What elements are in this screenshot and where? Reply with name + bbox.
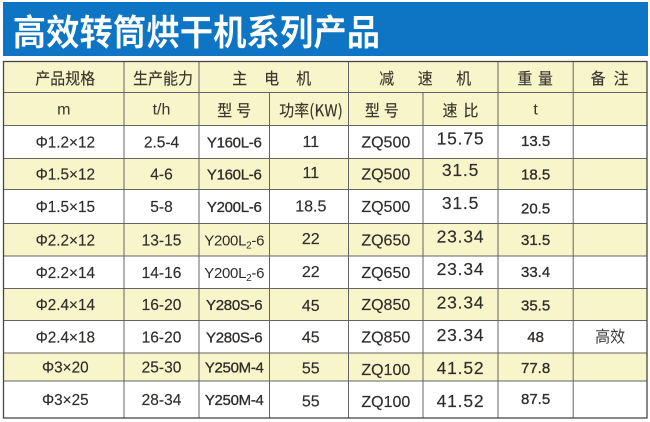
svg-text:ZQ100: ZQ100: [361, 394, 410, 411]
svg-text:Y280S-6: Y280S-6: [206, 329, 262, 346]
svg-text:25-30: 25-30: [142, 360, 182, 377]
svg-text:Y250M-4: Y250M-4: [205, 392, 264, 409]
svg-text:55: 55: [302, 361, 320, 378]
svg-text:ZQ650: ZQ650: [361, 232, 410, 249]
svg-text:23.34: 23.34: [437, 293, 485, 313]
svg-text:31.5: 31.5: [442, 160, 479, 180]
svg-text:18.5: 18.5: [521, 167, 550, 184]
svg-text:Y250M-4: Y250M-4: [205, 360, 264, 377]
svg-text:11: 11: [302, 165, 319, 182]
svg-text:16-20: 16-20: [142, 297, 182, 314]
svg-text:11: 11: [302, 134, 319, 151]
svg-text:ZQ100: ZQ100: [361, 362, 410, 379]
svg-text:45: 45: [302, 298, 320, 315]
svg-text:Φ1.5×12: Φ1.5×12: [36, 167, 95, 184]
svg-text:28-34: 28-34: [142, 392, 182, 409]
svg-text:13.5: 13.5: [521, 133, 550, 150]
svg-text:ZQ500: ZQ500: [361, 167, 410, 184]
svg-text:31.5: 31.5: [521, 232, 550, 249]
svg-text:Φ2.4×14: Φ2.4×14: [36, 297, 96, 314]
svg-text:Φ2.2×14: Φ2.2×14: [36, 265, 96, 282]
svg-text:Y200L2-6: Y200L2-6: [204, 232, 264, 251]
svg-text:41.52: 41.52: [437, 358, 485, 378]
svg-text:23.34: 23.34: [437, 325, 485, 345]
svg-text:ZQ500: ZQ500: [361, 199, 410, 216]
svg-text:Φ2.4×18: Φ2.4×18: [36, 329, 95, 346]
svg-text:Φ1.2×12: Φ1.2×12: [36, 135, 95, 152]
svg-text:t/h: t/h: [153, 102, 171, 119]
svg-text:13-15: 13-15: [142, 232, 182, 249]
svg-text:Φ1.5×15: Φ1.5×15: [36, 199, 95, 216]
svg-text:23.34: 23.34: [437, 226, 485, 246]
svg-text:48: 48: [527, 329, 544, 346]
svg-text:Y200L-6: Y200L-6: [207, 199, 262, 216]
svg-text:Y280S-6: Y280S-6: [206, 297, 262, 314]
svg-text:55: 55: [302, 394, 320, 411]
svg-text:45: 45: [302, 329, 320, 346]
svg-text:22: 22: [302, 264, 320, 281]
svg-text:35.5: 35.5: [521, 298, 550, 315]
svg-text:18.5: 18.5: [295, 198, 326, 215]
svg-text:15.75: 15.75: [437, 129, 485, 149]
svg-text:Φ3×25: Φ3×25: [42, 392, 89, 409]
svg-text:m: m: [57, 102, 70, 119]
svg-text:ZQ850: ZQ850: [361, 297, 410, 314]
svg-text:31.5: 31.5: [442, 193, 479, 213]
svg-text:Y160L-6: Y160L-6: [207, 167, 262, 184]
svg-text:Φ3×20: Φ3×20: [42, 360, 89, 377]
svg-text:14-16: 14-16: [142, 265, 182, 282]
svg-text:23.34: 23.34: [437, 259, 485, 279]
svg-text:Φ2.2×12: Φ2.2×12: [36, 232, 95, 249]
svg-text:Y160L-6: Y160L-6: [207, 135, 262, 152]
svg-text:33.4: 33.4: [521, 264, 550, 281]
svg-text:77.8: 77.8: [521, 360, 550, 377]
svg-text:16-20: 16-20: [142, 329, 182, 346]
svg-text:41.52: 41.52: [437, 391, 485, 411]
svg-text:Y200L2-6: Y200L2-6: [204, 265, 264, 284]
svg-text:t: t: [533, 102, 538, 119]
svg-text:22: 22: [302, 231, 320, 248]
svg-text:ZQ500: ZQ500: [361, 135, 410, 152]
svg-text:87.5: 87.5: [521, 391, 550, 408]
svg-text:2.5-4: 2.5-4: [144, 135, 180, 152]
svg-text:4-6: 4-6: [150, 167, 172, 184]
svg-text:5-8: 5-8: [150, 199, 172, 216]
svg-text:ZQ650: ZQ650: [361, 265, 410, 282]
svg-text:ZQ850: ZQ850: [361, 329, 410, 346]
svg-text:20.5: 20.5: [521, 200, 550, 217]
